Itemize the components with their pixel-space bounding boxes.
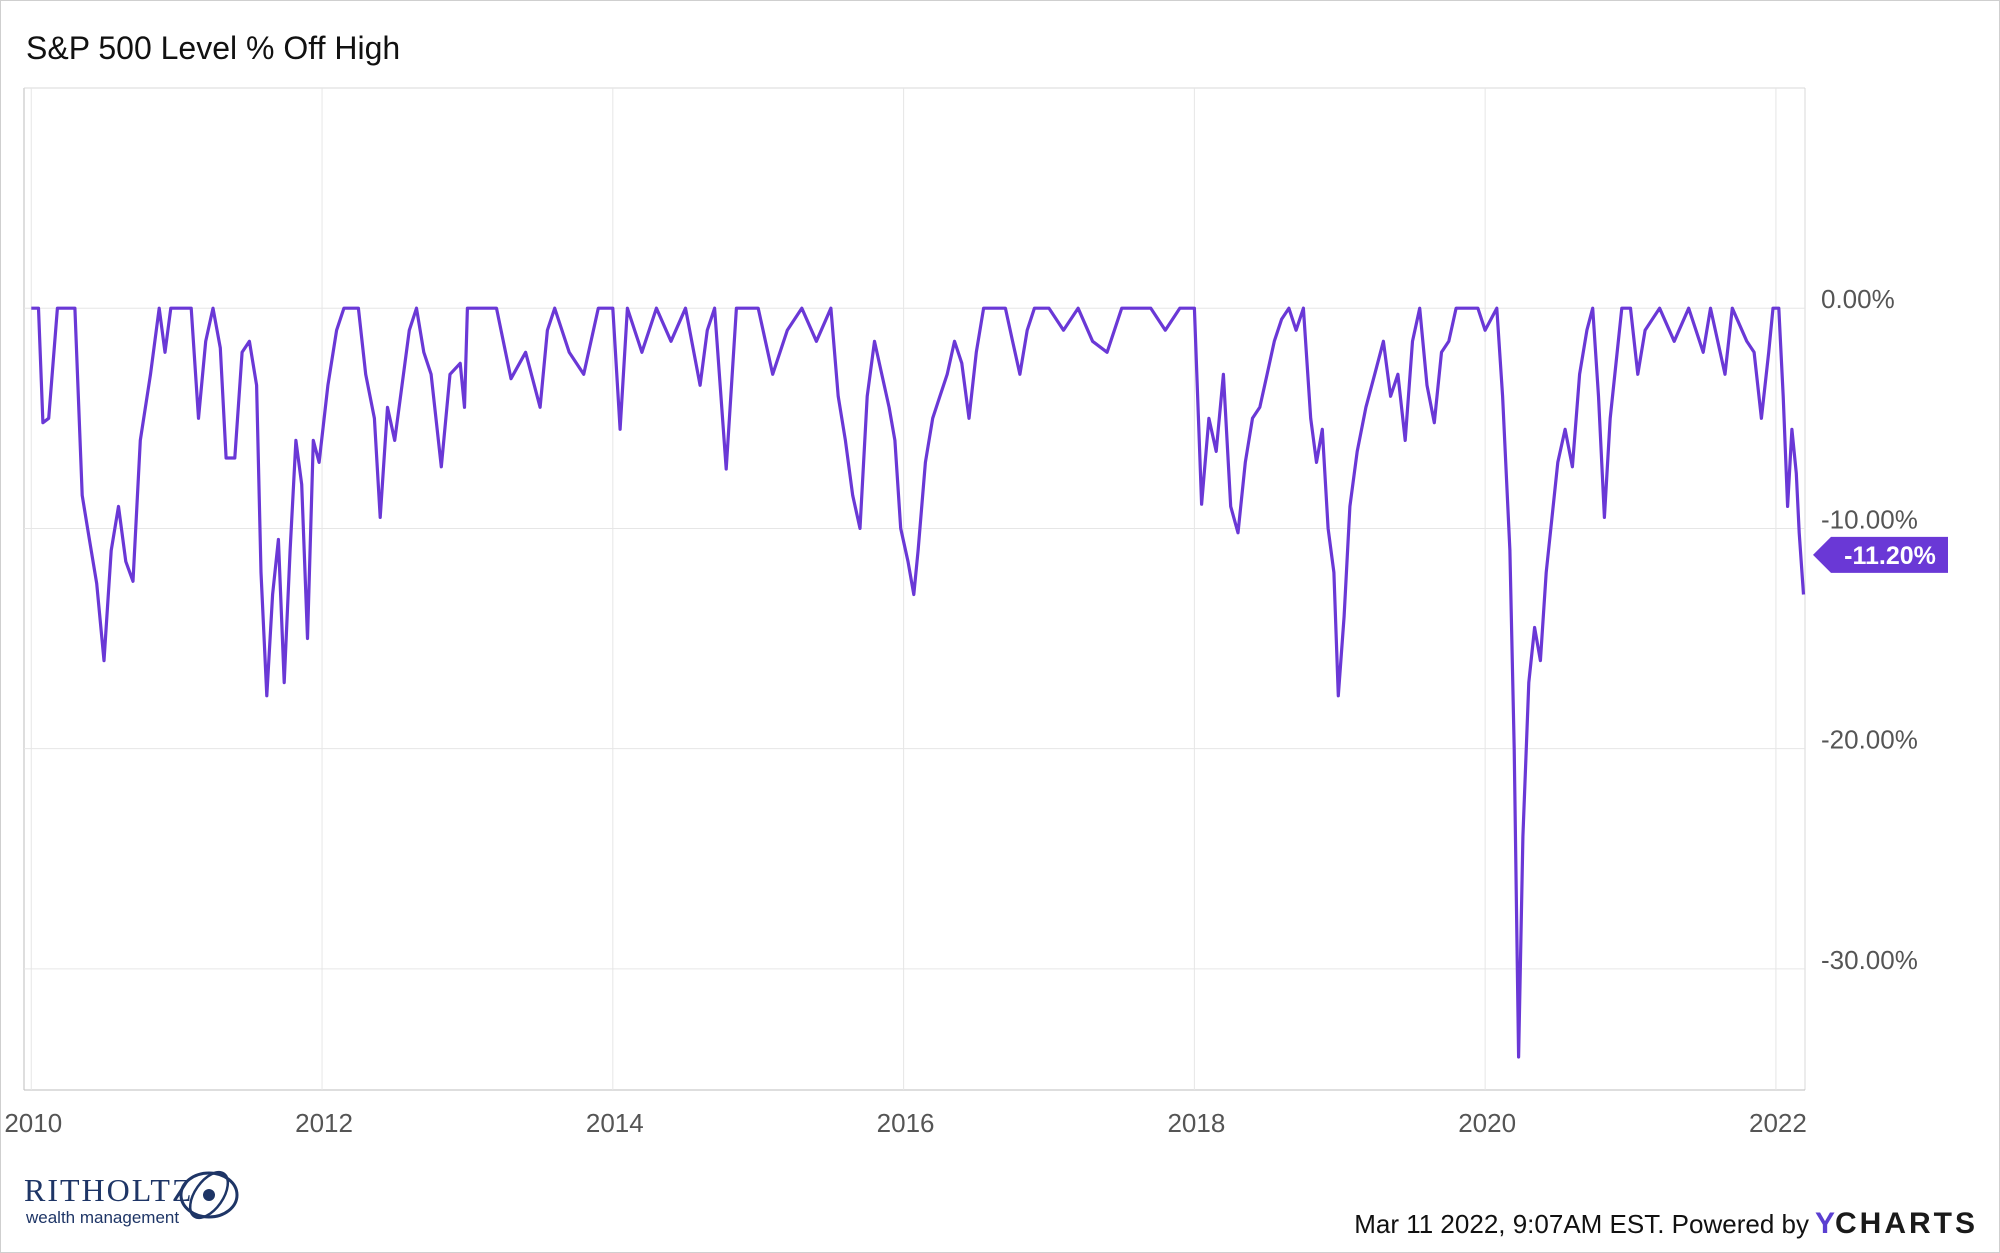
y-tick-label: 0.00%	[1821, 284, 1895, 314]
ycharts-logo-y: Y	[1814, 1207, 1835, 1240]
ritholtz-logo: RITHOLTZ wealth management	[24, 1160, 244, 1230]
x-tick-label: 2018	[1167, 1108, 1225, 1138]
footer-timestamp: Mar 11 2022, 9:07AM EST. Powered by	[1354, 1208, 1809, 1239]
x-tick-label: 2010	[4, 1108, 62, 1138]
compass-emblem-icon	[179, 1170, 239, 1220]
last-value-label: -11.20%	[1844, 542, 1936, 570]
ycharts-logo-text: CHARTS	[1835, 1207, 1978, 1240]
footer-attribution: Mar 11 2022, 9:07AM EST. Powered by Y CH…	[1354, 1207, 1978, 1241]
y-tick-label: -30.00%	[1821, 945, 1918, 975]
x-tick-label: 2022	[1749, 1108, 1807, 1138]
chart-title: S&P 500 Level % Off High	[26, 30, 401, 66]
x-tick-label: 2020	[1458, 1108, 1516, 1138]
last-value-badge	[1813, 536, 1948, 573]
logo-name: RITHOLTZ	[24, 1172, 194, 1208]
y-tick-label: -10.00%	[1821, 504, 1918, 534]
y-tick-label: -20.00%	[1821, 725, 1918, 755]
x-tick-label: 2012	[295, 1108, 353, 1138]
series-line	[31, 306, 1806, 1059]
x-tick-label: 2014	[586, 1108, 644, 1138]
x-tick-label: 2016	[877, 1108, 935, 1138]
logo-subtitle: wealth management	[26, 1208, 180, 1227]
